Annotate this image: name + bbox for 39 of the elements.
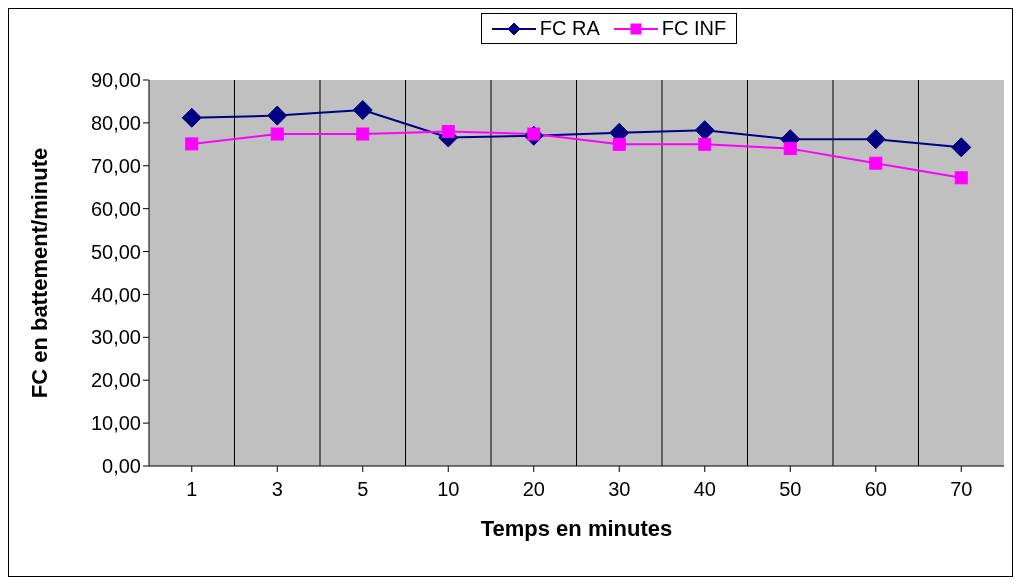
x-tick-label: 70: [950, 478, 973, 501]
y-tick-label: 90,00: [90, 69, 141, 92]
x-tick-label: 3: [271, 478, 283, 501]
point: [954, 171, 968, 185]
x-tick-label: 50: [779, 478, 802, 501]
point: [441, 124, 455, 138]
y-tick-label: 80,00: [90, 111, 141, 134]
legend-label: FC RA: [539, 17, 600, 40]
point: [181, 107, 202, 128]
x-tick-label: 1: [186, 478, 198, 501]
point: [865, 129, 886, 150]
x-tick-label: 20: [522, 478, 545, 501]
x-tick-label: 30: [608, 478, 631, 501]
point: [352, 100, 373, 121]
y-tick-label: 70,00: [90, 154, 141, 177]
point: [698, 137, 712, 151]
x-tick-label: 60: [864, 478, 887, 501]
point: [270, 127, 284, 141]
y-tick-label: 50,00: [90, 240, 141, 263]
y-tick-label: 10,00: [90, 412, 141, 435]
x-axis-title: Temps en minutes: [480, 516, 673, 541]
point: [694, 120, 715, 141]
point: [869, 156, 883, 170]
point: [951, 137, 972, 158]
y-tick-label: 60,00: [90, 197, 141, 220]
y-tick-label: 0,00: [102, 455, 141, 478]
point: [185, 137, 199, 151]
point: [356, 127, 370, 141]
x-tick-label: 10: [437, 478, 460, 501]
y-axis-title: FC en battement/minute: [26, 147, 52, 399]
y-tick-label: 20,00: [90, 369, 141, 392]
x-tick-label: 40: [693, 478, 716, 501]
y-tick-label: 40,00: [90, 283, 141, 306]
point: [612, 137, 626, 151]
y-tick-label: 30,00: [90, 326, 141, 349]
legend-label: FC INF: [661, 17, 727, 40]
point: [267, 105, 288, 126]
x-tick-label: 5: [357, 478, 369, 501]
point: [783, 142, 797, 156]
